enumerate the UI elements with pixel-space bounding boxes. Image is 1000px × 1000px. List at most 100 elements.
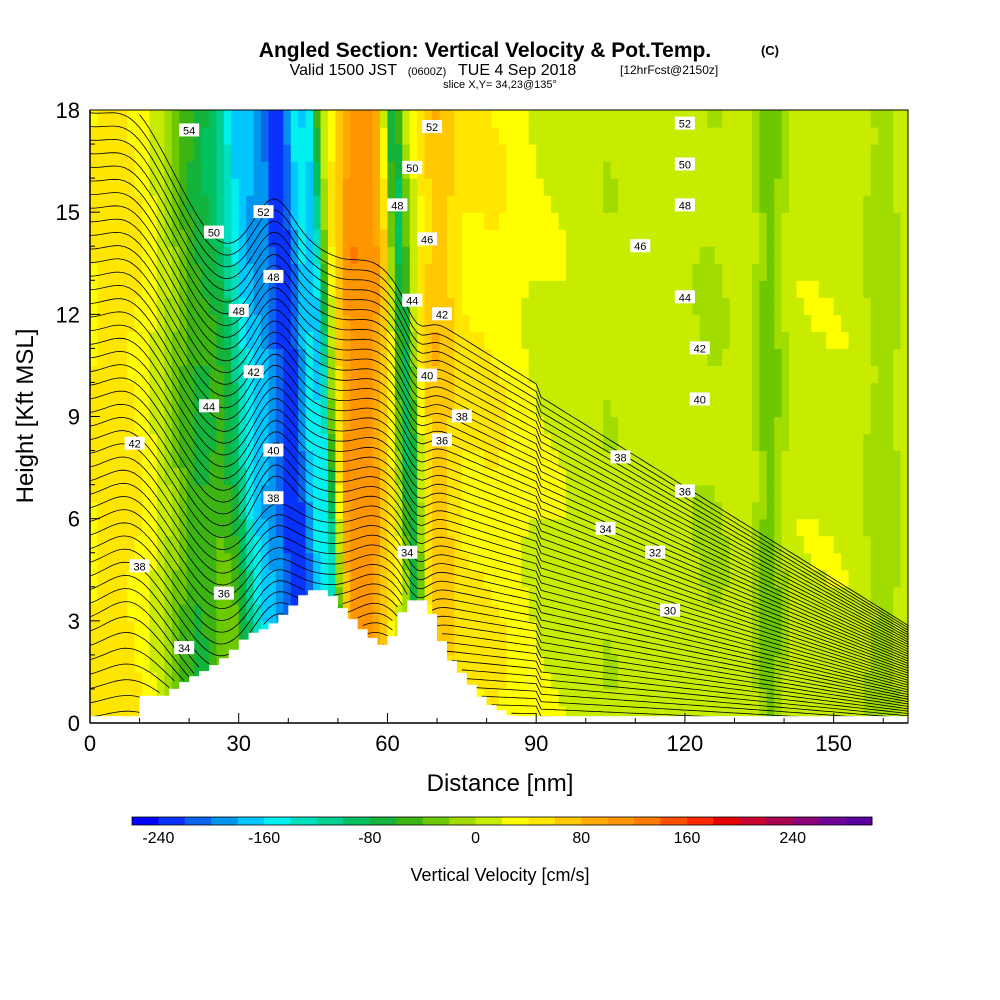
- velocity-cell: [863, 144, 872, 162]
- velocity-cell: [573, 365, 582, 384]
- velocity-cell: [90, 688, 99, 707]
- velocity-cell: [365, 280, 374, 298]
- velocity-cell: [878, 144, 887, 162]
- velocity-cell: [186, 161, 195, 179]
- velocity-cell: [655, 382, 664, 401]
- velocity-cell: [759, 212, 768, 230]
- velocity-cell: [461, 620, 470, 639]
- velocity-cell: [97, 195, 106, 213]
- theta-contour-line: [90, 178, 909, 640]
- velocity-cell: [543, 518, 552, 537]
- velocity-cell: [684, 399, 693, 418]
- velocity-cell: [491, 280, 500, 298]
- velocity-cell: [439, 365, 448, 384]
- velocity-cell: [499, 518, 508, 537]
- velocity-cell: [900, 416, 909, 435]
- velocity-cell: [350, 433, 359, 452]
- velocity-cell: [662, 416, 671, 435]
- velocity-cell: [565, 365, 574, 384]
- velocity-cell: [818, 501, 827, 520]
- velocity-cell: [238, 518, 247, 537]
- velocity-cell: [119, 603, 128, 622]
- velocity-cell: [223, 501, 232, 520]
- velocity-cell: [484, 110, 493, 128]
- velocity-cell: [662, 569, 671, 588]
- velocity-cell: [878, 263, 887, 281]
- contour-label-text: 36: [218, 589, 230, 601]
- velocity-cell: [521, 331, 530, 349]
- velocity-cell: [164, 280, 173, 298]
- velocity-cell: [432, 246, 441, 264]
- velocity-cell: [803, 382, 812, 401]
- velocity-cell: [208, 603, 218, 622]
- velocity-cell: [893, 195, 902, 213]
- velocity-cell: [261, 110, 270, 128]
- velocity-cell: [357, 382, 366, 401]
- velocity-cell: [394, 229, 403, 247]
- contour-label: 44: [674, 290, 695, 304]
- velocity-cell: [290, 314, 299, 332]
- velocity-cell: [112, 586, 121, 605]
- velocity-cell: [499, 348, 508, 367]
- velocity-cell: [811, 246, 820, 264]
- velocity-cell: [588, 518, 597, 537]
- velocity-cell: [736, 467, 746, 486]
- velocity-cell: [870, 382, 879, 401]
- velocity-cell: [365, 246, 374, 264]
- velocity-cell: [558, 144, 567, 162]
- velocity-cell: [603, 229, 612, 247]
- velocity-cell: [261, 552, 270, 571]
- velocity-cell: [231, 280, 240, 298]
- velocity-cell: [387, 586, 396, 605]
- velocity-cell: [134, 518, 143, 537]
- velocity-cell: [179, 450, 188, 469]
- velocity-cell: [350, 161, 359, 179]
- velocity-cell: [275, 127, 284, 145]
- velocity-cell: [342, 263, 351, 281]
- velocity-cell: [223, 603, 232, 622]
- theta-contours: [89, 112, 909, 724]
- velocity-cell: [372, 501, 381, 520]
- velocity-cell: [818, 195, 827, 213]
- velocity-cell: [841, 637, 850, 656]
- velocity-cell: [729, 501, 738, 520]
- subtitle-forecast: [12hrFcst@2150z]: [620, 63, 718, 77]
- velocity-cell: [186, 518, 195, 537]
- velocity-cell: [357, 280, 366, 298]
- velocity-cell: [551, 314, 560, 332]
- velocity-cell: [521, 144, 530, 162]
- velocity-cell: [528, 416, 537, 435]
- velocity-cell: [655, 416, 664, 435]
- velocity-cell: [774, 654, 783, 673]
- velocity-cell: [833, 688, 842, 707]
- velocity-cell: [699, 416, 708, 435]
- velocity-cell: [298, 314, 307, 332]
- velocity-cell: [759, 433, 768, 452]
- velocity-cell: [313, 195, 322, 213]
- velocity-cell: [603, 144, 612, 162]
- velocity-cell: [320, 501, 329, 520]
- velocity-cell: [848, 144, 857, 162]
- velocity-cell: [855, 552, 864, 571]
- velocity-cell: [335, 433, 344, 452]
- velocity-cell: [372, 399, 381, 418]
- velocity-cell: [201, 178, 210, 196]
- velocity-cell: [179, 501, 188, 520]
- contour-label-text: 44: [679, 292, 691, 304]
- velocity-cell: [558, 280, 567, 298]
- velocity-cell: [900, 399, 909, 418]
- velocity-cell: [513, 416, 522, 435]
- velocity-cell: [729, 195, 738, 213]
- velocity-cell: [833, 535, 842, 554]
- velocity-cell: [238, 382, 247, 401]
- velocity-cell: [848, 671, 857, 690]
- velocity-cell: [655, 501, 664, 520]
- velocity-cell: [759, 399, 768, 418]
- velocity-cell: [781, 671, 790, 690]
- velocity-cell: [127, 365, 136, 384]
- velocity-cell: [841, 263, 850, 281]
- velocity-cell: [186, 263, 195, 281]
- velocity-cell: [253, 484, 262, 503]
- velocity-cell: [558, 705, 567, 724]
- velocity-cell: [342, 110, 351, 128]
